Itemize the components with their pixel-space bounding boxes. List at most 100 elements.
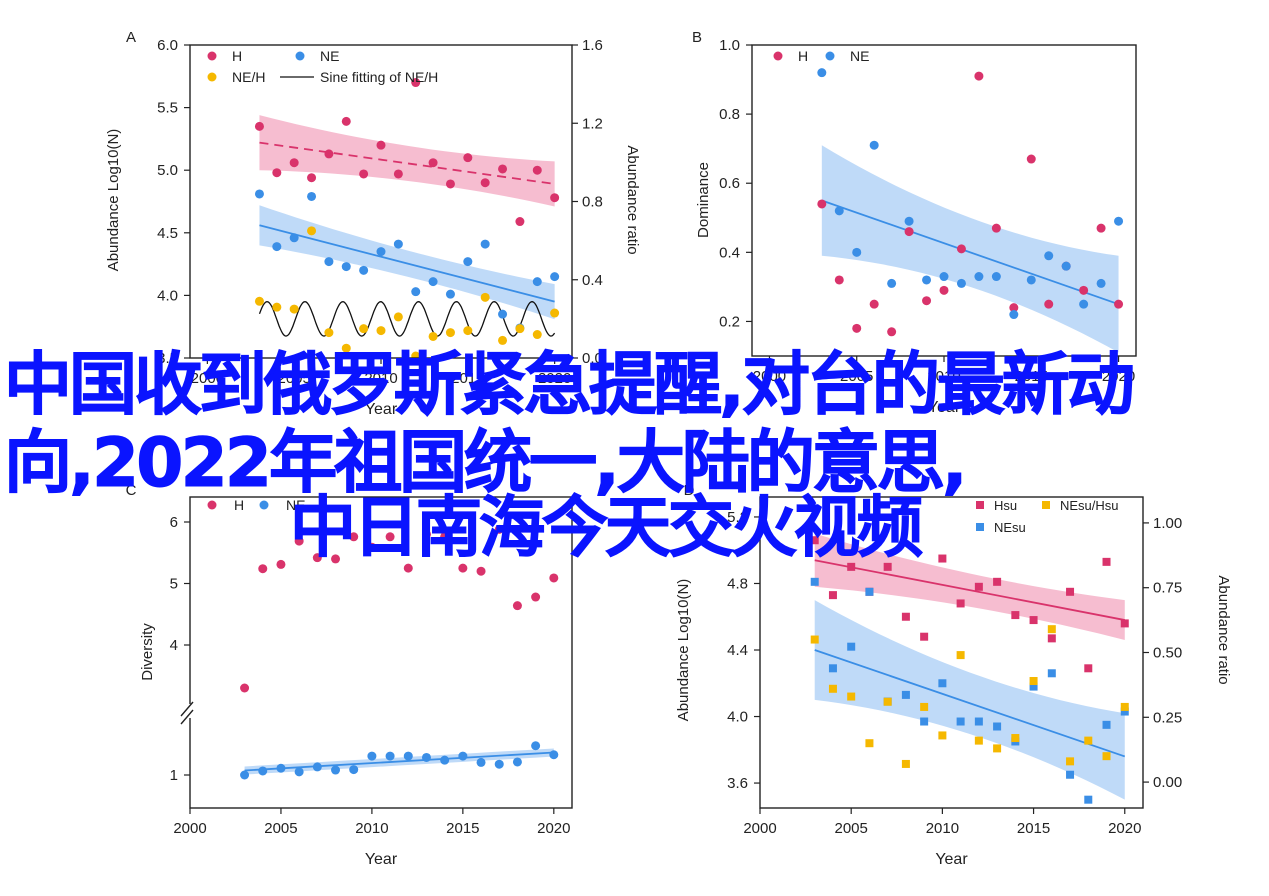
- data-point: [993, 577, 1002, 586]
- data-point: [428, 158, 438, 168]
- data-point: [993, 744, 1002, 753]
- y-tick-label: 6.0: [157, 37, 178, 54]
- data-point: [834, 206, 844, 216]
- data-point: [376, 326, 386, 336]
- data-point: [549, 750, 559, 760]
- data-point: [852, 247, 862, 257]
- y-tick-label: 3.6: [727, 775, 748, 792]
- data-point: [258, 766, 268, 776]
- data-point: [883, 697, 892, 706]
- data-point: [1061, 261, 1071, 271]
- data-point: [498, 335, 508, 345]
- data-point: [1026, 154, 1036, 164]
- data-point: [359, 265, 369, 275]
- legend-label: NE: [320, 48, 339, 64]
- x-axis-label: Year: [935, 851, 968, 868]
- legend-marker: [1042, 501, 1050, 509]
- panel-a-frame: [189, 44, 573, 359]
- data-point: [515, 324, 525, 334]
- data-point: [1084, 664, 1093, 673]
- legend-marker: [207, 72, 217, 82]
- x-tick-label: 2005: [835, 820, 868, 837]
- data-point: [476, 566, 486, 576]
- data-point: [428, 277, 438, 287]
- data-point: [1029, 677, 1038, 686]
- data-point: [1066, 770, 1075, 779]
- data-point: [956, 717, 965, 726]
- data-point: [458, 751, 468, 761]
- legend: H NE: [207, 497, 305, 513]
- data-point: [276, 763, 286, 773]
- data-point: [531, 592, 541, 602]
- data-point: [385, 751, 395, 761]
- data-point: [498, 309, 508, 319]
- data-point: [828, 684, 837, 693]
- legend-label: NE: [286, 497, 305, 513]
- data-point: [341, 262, 351, 272]
- data-point: [956, 244, 966, 254]
- data-point: [847, 642, 856, 651]
- data-point: [847, 692, 856, 701]
- h-fit-line: [814, 559, 1125, 621]
- x-tick-label: 2010: [364, 370, 397, 387]
- ne-fit-line: [814, 649, 1126, 758]
- data-point: [1044, 299, 1054, 309]
- data-point: [1084, 736, 1093, 745]
- data-point: [254, 296, 264, 306]
- data-point: [494, 759, 504, 769]
- data-point: [939, 272, 949, 282]
- data-point: [463, 153, 473, 163]
- x-tick-label: 2015: [446, 820, 479, 837]
- data-point: [458, 563, 468, 573]
- data-point: [869, 299, 879, 309]
- data-point: [411, 287, 421, 297]
- confidence-band: [259, 205, 555, 320]
- data-point: [865, 587, 874, 596]
- x-tick-label: 2015: [451, 370, 484, 387]
- y-tick-label: 3.5: [157, 350, 178, 367]
- data-point: [294, 767, 304, 777]
- data-point: [1120, 707, 1129, 716]
- x-tick-label: 2000: [191, 370, 224, 387]
- panel-c-frame: [189, 496, 573, 809]
- y-tick-label: 6: [170, 514, 178, 531]
- data-point: [974, 717, 983, 726]
- x-tick-label: 2010: [355, 820, 388, 837]
- data-point: [289, 158, 299, 168]
- data-point: [817, 199, 827, 209]
- data-point: [367, 542, 377, 552]
- x-tick-label: 2005: [840, 368, 873, 385]
- overlay-headline-line-3: 中日南海今天交火视频: [290, 489, 924, 566]
- data-point: [440, 755, 450, 765]
- data-point: [515, 217, 525, 227]
- data-point: [294, 536, 304, 546]
- data-point: [376, 247, 386, 257]
- y2-tick-label: 0.50: [1153, 645, 1182, 662]
- data-point: [289, 304, 299, 314]
- ne-fit-line: [259, 224, 555, 303]
- data-point: [512, 601, 522, 611]
- legend-marker: [207, 500, 217, 510]
- data-point: [974, 736, 983, 745]
- data-point: [428, 331, 438, 341]
- data-point: [445, 179, 455, 189]
- data-point: [258, 564, 268, 574]
- data-point: [349, 765, 359, 775]
- x-tick-label: 2005: [277, 370, 310, 387]
- data-point: [869, 140, 879, 150]
- data-point: [393, 169, 403, 179]
- y2-tick-label: 0.75: [1153, 580, 1182, 597]
- panel-letter: C: [126, 482, 137, 499]
- y2-tick-label: 0.0: [582, 350, 603, 367]
- x-tick-label: 2020: [1102, 368, 1135, 385]
- data-point: [498, 164, 508, 174]
- data-point: [1047, 625, 1056, 634]
- data-point: [463, 257, 473, 267]
- y-tick-label: 4.0: [727, 709, 748, 726]
- axis-break-mark: [180, 701, 194, 717]
- data-point: [852, 323, 862, 333]
- x-tick-label: 2015: [1017, 820, 1050, 837]
- data-point: [324, 328, 334, 338]
- data-point: [393, 312, 403, 322]
- y2-tick-label: 1.2: [582, 115, 603, 132]
